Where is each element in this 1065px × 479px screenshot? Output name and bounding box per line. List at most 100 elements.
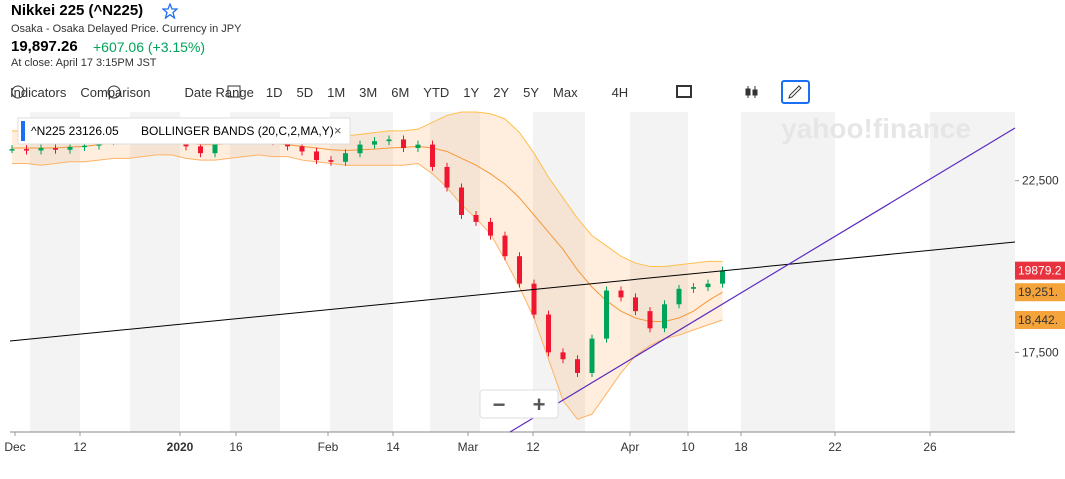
candle <box>9 149 15 151</box>
trend-line <box>9 241 1016 342</box>
draw-button[interactable] <box>781 80 810 104</box>
indicators-icon <box>11 85 25 99</box>
candle <box>24 149 29 151</box>
x-tick-label: 10 <box>681 440 695 454</box>
quote-close-time: At close: April 17 3:15PM JST <box>11 57 157 69</box>
price-tag <box>1015 311 1065 329</box>
range-button[interactable]: Max <box>553 84 578 100</box>
x-tick-label: 12 <box>526 440 540 454</box>
range-button[interactable]: 6M <box>391 84 410 100</box>
candle-icon <box>745 86 758 98</box>
candle <box>691 287 696 289</box>
zoom-box <box>479 389 559 419</box>
x-tick-label: 12 <box>73 440 87 454</box>
candle <box>444 166 450 188</box>
candle <box>517 256 522 284</box>
candle <box>676 288 682 305</box>
candle <box>67 147 73 150</box>
price-tag-label: 19,251. <box>1018 285 1058 299</box>
quote-title: Nikkei 225 (^N225) <box>11 2 144 19</box>
watermark: yahoo!finance <box>781 113 971 144</box>
candle <box>546 314 551 353</box>
range-button[interactable]: 1D <box>265 84 283 100</box>
comparison-icon <box>107 85 121 99</box>
zoom-button[interactable]: − <box>493 392 506 417</box>
range-button[interactable]: 5Y <box>523 84 540 100</box>
legend-close[interactable]: × <box>334 123 342 138</box>
candle <box>604 290 609 339</box>
watch-star[interactable] <box>162 3 178 19</box>
x-tick-label: Feb <box>318 440 339 454</box>
candle <box>299 146 305 152</box>
candle <box>705 283 711 288</box>
candle <box>633 297 638 312</box>
candle <box>328 160 334 162</box>
range-button[interactable]: 1M <box>327 84 346 100</box>
interval-button[interactable]: 4H <box>611 84 629 100</box>
toolbar-button[interactable]: Comparison <box>80 84 151 100</box>
toolbar-button[interactable]: Date Range <box>184 84 254 100</box>
band-line <box>12 154 723 420</box>
candle <box>343 153 348 162</box>
price-tag <box>1015 283 1065 302</box>
legend-box <box>17 117 351 145</box>
trend-line <box>509 127 1016 433</box>
candle <box>618 290 624 298</box>
range-button[interactable]: 5D <box>296 84 314 100</box>
candle <box>560 352 566 360</box>
y-tick-label: 22,500 <box>1022 174 1059 188</box>
quote-change: +607.06 (+3.15%) <box>93 39 206 55</box>
y-tick-label: 17,500 <box>1022 345 1059 359</box>
week-shade <box>130 112 180 432</box>
candle <box>647 311 653 329</box>
x-tick-label: 26 <box>923 440 937 454</box>
candle <box>415 144 421 149</box>
price-tag-label: 19879.2 <box>1018 264 1062 278</box>
quote-price: 19,897.26 <box>11 38 78 55</box>
range-button[interactable]: 3M <box>359 84 378 100</box>
legend-symbol: ^N225 23126.05 <box>31 124 119 138</box>
chart-type-icon <box>676 85 692 98</box>
candle <box>502 235 508 257</box>
x-tick-label: 16 <box>229 440 243 454</box>
x-tick-label: Mar <box>458 440 479 454</box>
legend-swatch <box>21 121 25 141</box>
candle <box>473 215 479 222</box>
candle <box>430 144 435 167</box>
range-button[interactable]: 2Y <box>493 84 510 100</box>
legend-indicator: BOLLINGER BANDS (20,C,2,MA,Y) <box>141 124 334 138</box>
band-fill <box>12 112 723 420</box>
week-shade <box>430 112 480 432</box>
week-shade <box>230 112 280 432</box>
candle <box>720 270 725 284</box>
zoom-button[interactable]: + <box>533 392 546 417</box>
x-tick-label: 14 <box>386 440 400 454</box>
range-button[interactable]: 1Y <box>463 84 480 100</box>
range-button[interactable]: YTD <box>423 84 450 100</box>
candle <box>401 139 406 149</box>
candle <box>314 151 319 161</box>
toolbar-button[interactable]: Indicators <box>10 84 67 100</box>
candle <box>488 221 493 236</box>
price-tag <box>1015 261 1065 280</box>
candle <box>38 148 44 151</box>
candle <box>53 148 58 150</box>
week-shade <box>630 112 688 432</box>
toolbar: Indicators Comparison Date Range 1D 5D 1M 3M 6M… <box>10 80 662 104</box>
candle <box>459 187 464 216</box>
week-shade <box>930 112 1015 432</box>
candle <box>575 359 580 373</box>
calendar-icon <box>227 85 241 98</box>
price-tag-label: 18,442. <box>1018 313 1058 327</box>
candle <box>589 338 595 373</box>
candle <box>662 304 667 329</box>
candle <box>372 141 377 145</box>
candle <box>386 139 392 142</box>
candle <box>212 139 218 154</box>
week-shade <box>741 112 835 432</box>
x-tick-label: 2020 <box>167 440 194 454</box>
candle <box>531 283 537 315</box>
candle <box>357 144 363 154</box>
